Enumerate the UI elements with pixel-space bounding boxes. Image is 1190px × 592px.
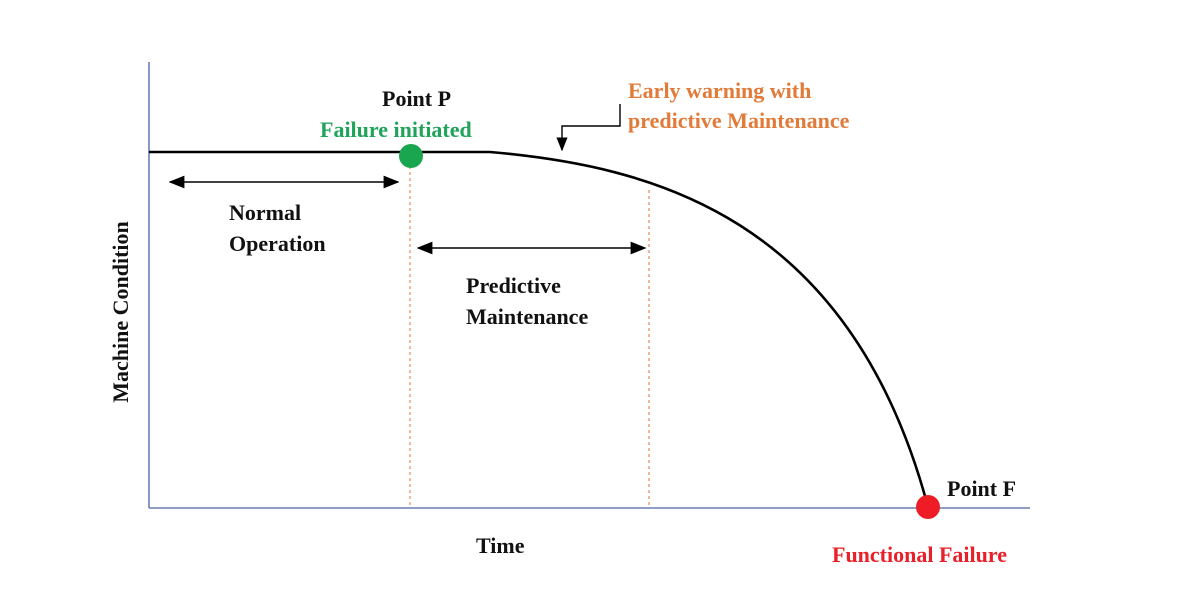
early-warning-connector <box>556 104 621 152</box>
point-f-subtitle: Functional Failure <box>832 542 1007 567</box>
y-axis-label: Machine Condition <box>108 221 133 403</box>
normal-operation-line1: Normal <box>229 200 301 225</box>
point-p-title: Point P <box>382 86 451 111</box>
point-p-subtitle: Failure initiated <box>320 117 472 142</box>
early-warning-line1: Early warning with <box>628 78 811 103</box>
point-f-title: Point F <box>947 476 1016 501</box>
point-f-marker <box>916 495 940 519</box>
predictive-maintenance-line2: Maintenance <box>466 304 588 329</box>
x-axis-label: Time <box>476 533 525 558</box>
condition-curve <box>149 150 930 508</box>
point-p-marker <box>399 144 423 168</box>
predictive-maintenance-line1: Predictive <box>466 273 561 298</box>
normal-operation-line2: Operation <box>229 231 326 256</box>
early-warning-line2: predictive Maintenance <box>628 108 850 133</box>
